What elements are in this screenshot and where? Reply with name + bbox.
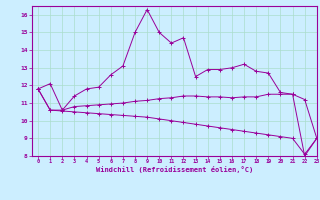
X-axis label: Windchill (Refroidissement éolien,°C): Windchill (Refroidissement éolien,°C) xyxy=(96,166,253,173)
